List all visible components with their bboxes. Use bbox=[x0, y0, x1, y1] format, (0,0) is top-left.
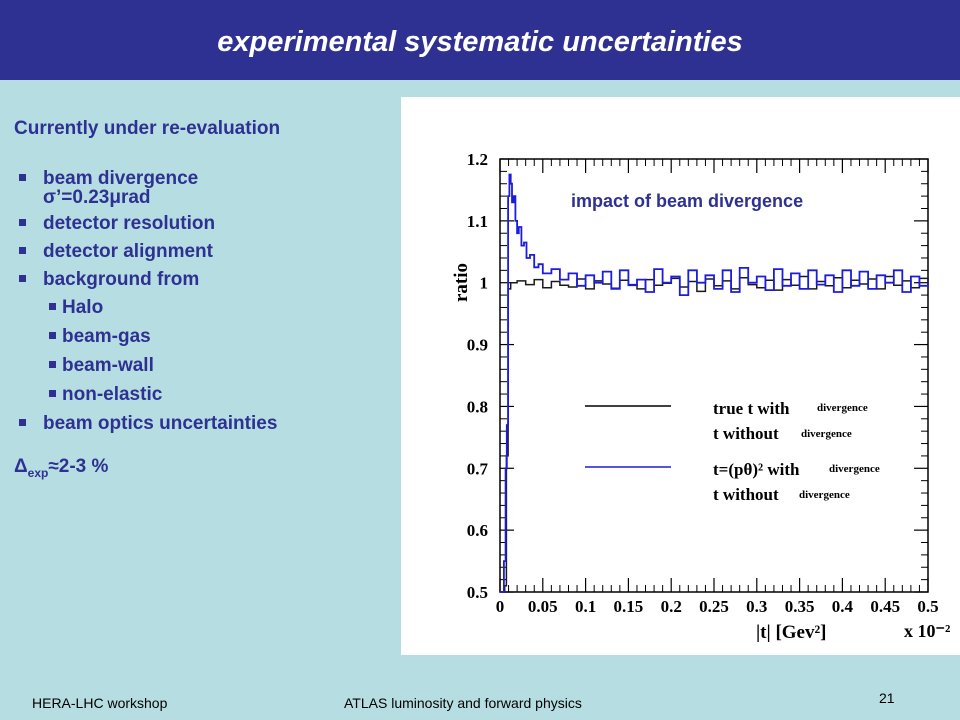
series-line-1 bbox=[500, 173, 929, 593]
title-bar: experimental systematic uncertainties bbox=[0, 0, 960, 80]
delta-summary: Δexp≈2-3 % bbox=[14, 456, 394, 480]
sub-bullet-text: beam-wall bbox=[62, 355, 154, 376]
chart-panel: 0.5 0.6 0.7 0.8 0.9 1 1.1 1.2 0 0.05 0.1 0.15 0.2 0.… bbox=[401, 97, 960, 655]
bullet-item: beam divergence σ’=0.23μrad bbox=[14, 168, 394, 208]
delta-symbol: Δ bbox=[14, 456, 28, 477]
bullet-item: detector resolution bbox=[14, 213, 394, 234]
y-tick-label: 1 bbox=[480, 274, 489, 293]
bullet-item: detector alignment bbox=[14, 241, 394, 262]
bullet-square-icon bbox=[19, 275, 26, 282]
bullet-column: Currently under re-evaluation beam diver… bbox=[14, 118, 394, 480]
bullet-square-icon bbox=[19, 219, 26, 226]
sub-bullet-item: beam-gas bbox=[14, 326, 394, 347]
bullet-square-icon bbox=[49, 361, 56, 368]
legend-small: divergence bbox=[829, 463, 880, 475]
sub-bullet-text: non-elastic bbox=[62, 384, 163, 405]
footer-left: HERA-LHC workshop bbox=[32, 695, 168, 711]
section-heading: Currently under re-evaluation bbox=[14, 118, 281, 139]
series-line-0 bbox=[500, 275, 929, 593]
legend-text: t=(pθ)² with bbox=[713, 460, 800, 479]
plot-frame bbox=[499, 158, 929, 593]
x-tick-label: 0.5 bbox=[917, 597, 938, 616]
y-tick-label: 0.6 bbox=[467, 521, 488, 540]
x-tick-label: 0 bbox=[496, 597, 505, 616]
x-tick-label: 0.15 bbox=[614, 597, 644, 616]
x-tick-label: 0.2 bbox=[661, 597, 682, 616]
x-multiplier: x 10⁻² bbox=[904, 621, 950, 641]
y-tick-label: 1.1 bbox=[467, 212, 488, 231]
legend-small: divergence bbox=[801, 428, 852, 440]
delta-value: ≈2-3 % bbox=[48, 456, 109, 477]
delta-subscript: exp bbox=[27, 465, 49, 480]
bullet-text: beam optics uncertainties bbox=[43, 413, 278, 434]
x-tick-label: 0.05 bbox=[528, 597, 558, 616]
sub-bullet-item: Halo bbox=[14, 297, 394, 318]
y-tick-label: 0.8 bbox=[467, 397, 488, 416]
x-tick-label: 0.45 bbox=[870, 597, 900, 616]
legend-text: t without bbox=[713, 485, 779, 504]
y-tick-label: 0.9 bbox=[467, 336, 488, 355]
sub-bullet-item: beam-wall bbox=[14, 355, 394, 376]
bullet-square-icon bbox=[19, 247, 26, 254]
bullet-item: beam optics uncertainties bbox=[14, 413, 394, 434]
y-tick-label: 0.5 bbox=[467, 583, 488, 602]
bullet-item: background from bbox=[14, 269, 394, 290]
x-axis-label: |t| [Gev²] bbox=[756, 622, 827, 643]
bullet-square-icon bbox=[19, 419, 26, 426]
series-group bbox=[500, 173, 929, 593]
y-tick-label: 1.2 bbox=[467, 150, 488, 169]
sub-bullet-text: Halo bbox=[62, 297, 104, 318]
legend-small: divergence bbox=[799, 489, 850, 501]
x-tick-label: 0.4 bbox=[832, 597, 854, 616]
annotation-text: impact of beam divergence bbox=[571, 191, 803, 211]
legend-text: t without bbox=[713, 424, 779, 443]
bullet-square-icon bbox=[49, 390, 56, 397]
bullet-square-icon bbox=[49, 332, 56, 339]
bullet-square-icon bbox=[49, 303, 56, 310]
bullet-square-icon bbox=[19, 174, 26, 181]
page-number: 21 bbox=[879, 690, 895, 706]
y-tick-label: 0.7 bbox=[467, 459, 489, 478]
bullet-text-line2: σ’=0.23μrad bbox=[43, 187, 151, 208]
bullet-text: background from bbox=[43, 269, 200, 290]
bullet-text: detector resolution bbox=[43, 213, 216, 234]
legend-small: divergence bbox=[817, 402, 868, 414]
x-tick-label: 0.3 bbox=[746, 597, 767, 616]
legend-text: true t with bbox=[713, 399, 790, 418]
x-tick-label: 0.1 bbox=[575, 597, 596, 616]
y-axis-label: ratio bbox=[451, 263, 472, 302]
x-tick-label: 0.35 bbox=[785, 597, 815, 616]
sub-bullet-item: non-elastic bbox=[14, 384, 394, 405]
x-tick-label: 0.25 bbox=[699, 597, 729, 616]
ratio-chart: 0.50.60.70.80.911.11.2 0 0.05 0.1 0.15 0.2 0.… bbox=[451, 150, 950, 643]
sub-bullet-text: beam-gas bbox=[62, 326, 151, 347]
bullet-text: detector alignment bbox=[43, 241, 213, 262]
y-axis-ticks: 0.5 0.6 0.7 0.8 0.9 1 1.1 1.2 bbox=[467, 150, 928, 602]
slide-title: experimental systematic uncertainties bbox=[217, 26, 743, 58]
bullet-text: beam divergence bbox=[43, 168, 199, 189]
footer-center: ATLAS luminosity and forward physics bbox=[344, 695, 582, 711]
x-axis-ticks: 0 0.05 0.1 0.15 0.2 0.25 0.3 0.35 0.4 0.45 0.5 bbox=[496, 159, 939, 616]
